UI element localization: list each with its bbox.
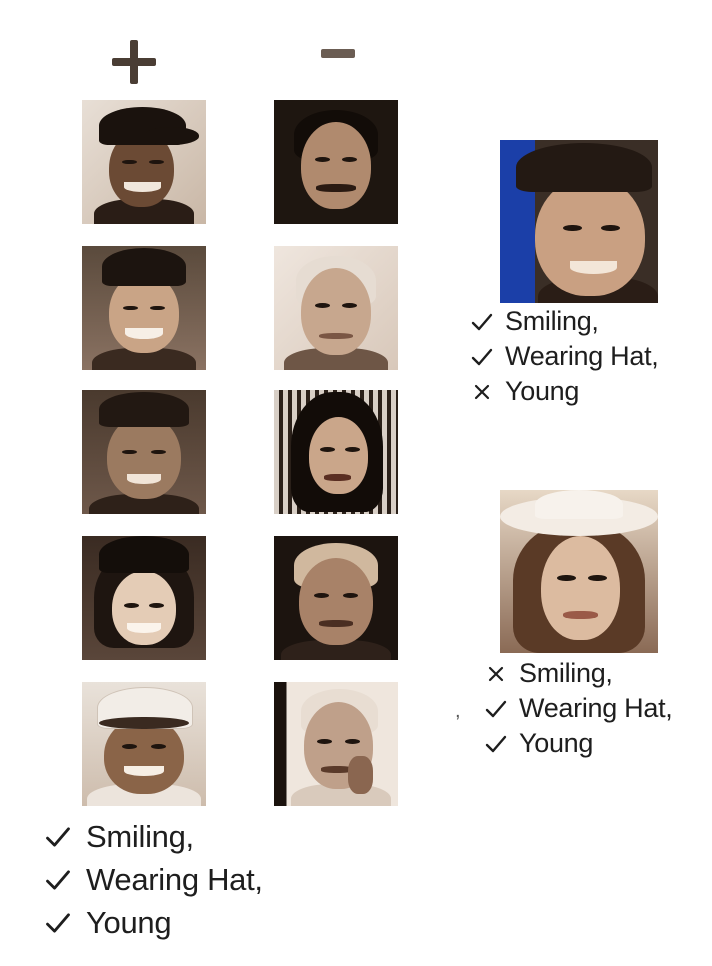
check-icon xyxy=(484,697,514,721)
check-icon xyxy=(470,345,500,369)
attribute-label: Smiling, xyxy=(519,658,613,688)
negative-face-2 xyxy=(274,246,398,370)
cross-icon xyxy=(470,380,500,404)
negative-face-5 xyxy=(274,682,398,806)
check-icon xyxy=(44,909,84,937)
check-icon xyxy=(470,310,500,334)
attribute-label: Smiling, xyxy=(505,306,599,336)
attribute-label: Wearing Hat, xyxy=(519,693,673,723)
query-2-attribute-list: Smiling, Wearing Hat, Young xyxy=(484,656,673,761)
negative-face-3 xyxy=(274,390,398,514)
query-2-attribute-young: Young xyxy=(484,726,672,761)
negative-face-1 xyxy=(274,100,398,224)
positive-face-2 xyxy=(82,246,206,370)
query-face-1 xyxy=(500,140,658,303)
positive-face-4 xyxy=(82,536,206,660)
stray-comma-mark: , xyxy=(455,700,461,722)
query-2-attribute-smiling: Smiling, xyxy=(484,656,672,691)
attribute-label: Young xyxy=(505,376,580,406)
group-attribute-young: Young xyxy=(44,901,263,944)
attribute-label: Wearing Hat, xyxy=(86,861,263,897)
check-icon xyxy=(484,732,514,756)
query-2-attribute-wearing-hat: Wearing Hat, xyxy=(484,691,673,726)
cross-icon xyxy=(484,662,514,686)
positive-face-1 xyxy=(82,100,206,224)
query-1-attribute-smiling: Smiling, xyxy=(470,304,658,339)
check-icon xyxy=(44,866,84,894)
negative-column-minus-icon xyxy=(321,49,355,58)
attribute-label: Smiling, xyxy=(86,818,194,854)
positive-face-3 xyxy=(82,390,206,514)
query-1-attribute-wearing-hat: Wearing Hat, xyxy=(470,339,659,374)
positive-face-5 xyxy=(82,682,206,806)
attribute-label: Young xyxy=(519,728,594,758)
attribute-label: Young xyxy=(86,904,172,940)
negative-face-4 xyxy=(274,536,398,660)
check-icon xyxy=(44,823,84,851)
group-attribute-wearing-hat: Wearing Hat, xyxy=(44,858,263,901)
query-face-2 xyxy=(500,490,658,653)
attribute-label: Wearing Hat, xyxy=(505,341,659,371)
query-1-attribute-young: Young xyxy=(470,374,658,409)
query-1-attribute-list: Smiling, Wearing Hat, Young xyxy=(470,304,659,409)
positive-column-plus-icon xyxy=(112,40,156,84)
group-attribute-list: Smiling, Wearing Hat, Young xyxy=(44,815,263,944)
group-attribute-smiling: Smiling, xyxy=(44,815,263,858)
